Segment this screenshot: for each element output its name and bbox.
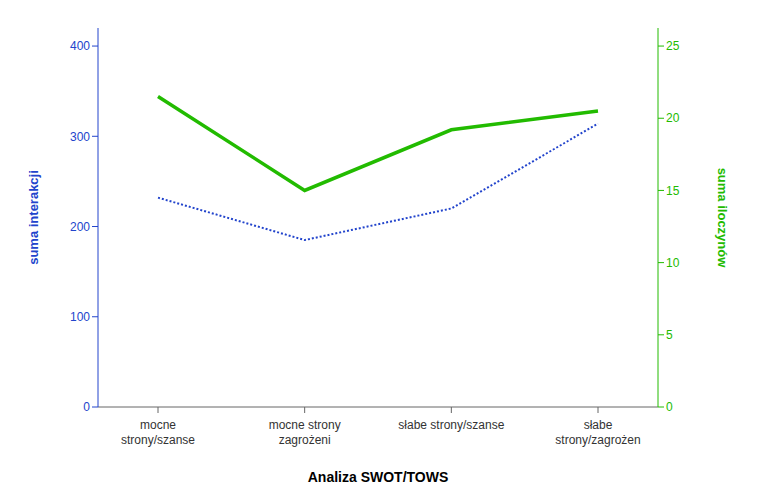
svg-text:25: 25 (666, 39, 680, 53)
svg-text:0: 0 (666, 400, 673, 414)
svg-text:100: 100 (70, 310, 90, 324)
svg-text:5: 5 (666, 328, 673, 342)
svg-text:400: 400 (70, 39, 90, 53)
svg-text:mocnestrony/szanse: mocnestrony/szanse (121, 418, 195, 447)
svg-text:słabestrony/zagrożen: słabestrony/zagrożen (555, 418, 640, 447)
svg-text:10: 10 (666, 256, 680, 270)
svg-text:20: 20 (666, 111, 680, 125)
svg-text:suma iloczynów: suma iloczynów (715, 168, 730, 269)
svg-text:200: 200 (70, 220, 90, 234)
svg-text:słabe strony/szanse: słabe strony/szanse (398, 418, 504, 432)
svg-text:Analiza SWOT/TOWS: Analiza SWOT/TOWS (308, 469, 449, 485)
svg-text:suma interakcji: suma interakcji (26, 170, 41, 265)
svg-text:mocne stronyzagrożeni: mocne stronyzagrożeni (269, 418, 341, 447)
svg-text:0: 0 (83, 400, 90, 414)
svg-text:300: 300 (70, 130, 90, 144)
svg-text:15: 15 (666, 184, 680, 198)
